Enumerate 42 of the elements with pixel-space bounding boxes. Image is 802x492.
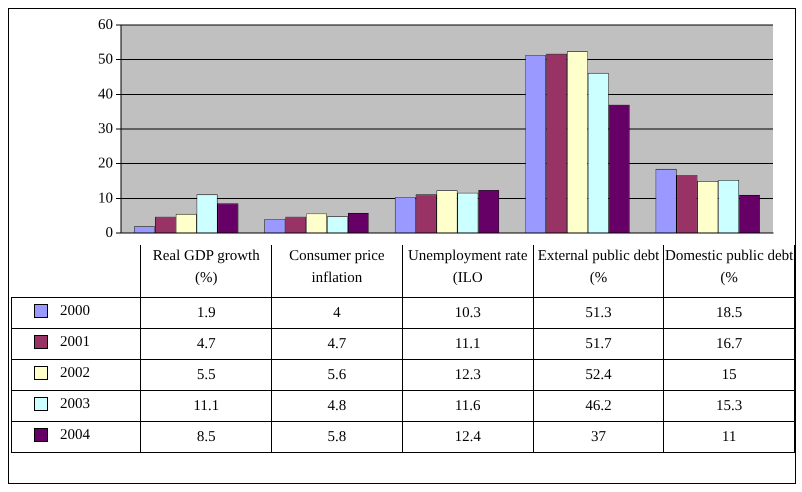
- y-tick-label: 10: [98, 190, 113, 206]
- x-tick-label: Consumer price inflation: [272, 245, 402, 298]
- data-label: 5.5: [140, 360, 272, 390]
- y-tick-label: 50: [98, 52, 113, 68]
- x-tick-label: Real GDP growth (%): [140, 245, 272, 298]
- legend-label: 2001: [60, 334, 90, 351]
- data-label: 51.3: [533, 298, 664, 328]
- data-label: 52.4: [533, 360, 664, 390]
- data-label: 12.3: [402, 360, 534, 390]
- legend-label: 2000: [60, 302, 90, 320]
- data-label: 11.1: [402, 328, 534, 360]
- y-tick-label: 20: [98, 156, 113, 172]
- x-tick-label: Domestic public debt (%: [664, 245, 794, 298]
- y-tick-label: 40: [98, 86, 113, 102]
- data-label: 37: [533, 422, 664, 452]
- data-label: 18.5: [664, 298, 794, 328]
- y-tick-label: 60: [98, 16, 113, 33]
- x-tick-label: External public debt (%: [533, 245, 664, 298]
- data-label: 16.7: [664, 328, 794, 360]
- data-label: 15: [664, 360, 794, 390]
- legend-label: 2004: [60, 426, 90, 444]
- data-label: 4.7: [140, 328, 272, 360]
- data-label: 5.6: [272, 360, 402, 390]
- x-tick-label: Unemployment rate (ILO: [402, 245, 534, 298]
- data-label: 46.2: [533, 390, 664, 422]
- data-label: 12.4: [402, 422, 534, 452]
- data-label: 4.8: [272, 390, 402, 422]
- data-label: 5.8: [272, 422, 402, 452]
- y-tick-label: 0: [106, 224, 113, 241]
- data-label: 4: [272, 298, 402, 328]
- data-label: 10.3: [402, 298, 534, 328]
- legend-label: 2003: [60, 396, 90, 413]
- data-label: 15.3: [664, 390, 794, 422]
- data-label: 11: [664, 422, 794, 452]
- data-label: 4.7: [272, 328, 402, 360]
- data-label: 8.5: [140, 422, 272, 452]
- data-label: 11.6: [402, 390, 534, 422]
- data-label: 11.1: [140, 390, 272, 422]
- data-label: 1.9: [140, 298, 272, 328]
- data-label: 51.7: [533, 328, 664, 360]
- y-tick-label: 30: [98, 120, 113, 137]
- legend-label: 2002: [60, 364, 90, 382]
